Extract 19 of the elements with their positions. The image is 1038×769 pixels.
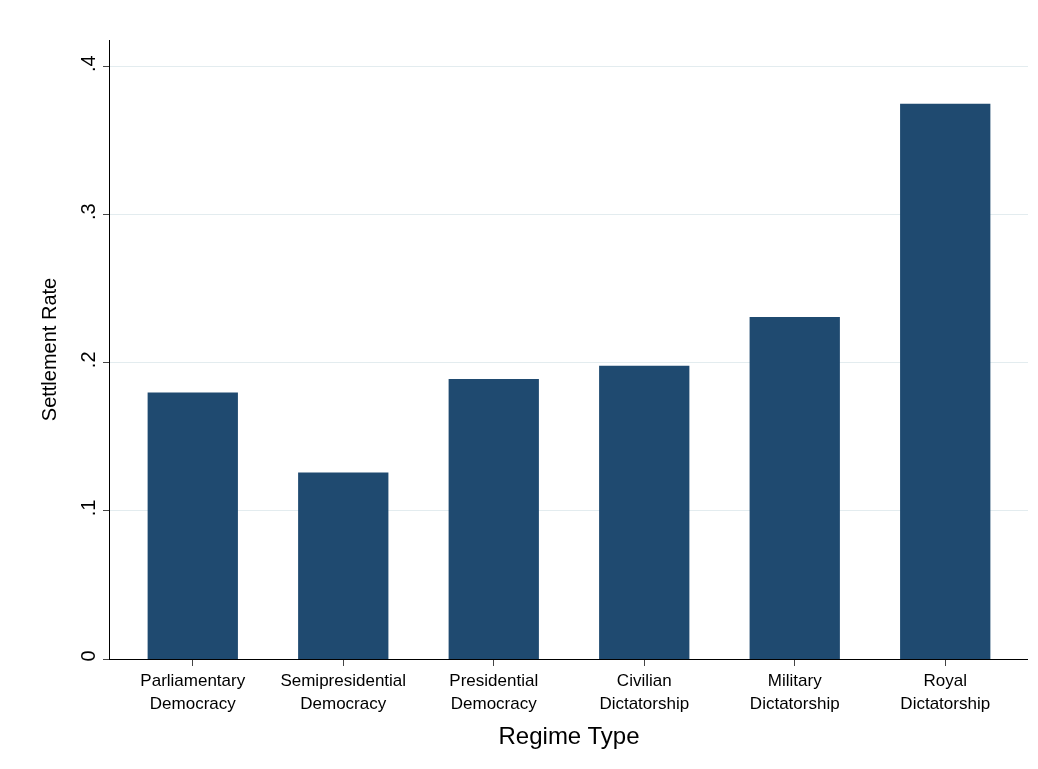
y-tick-label: 0 [77,650,99,662]
x-axis-title: Regime Type [498,721,640,749]
y-tick-label: .3 [77,203,99,221]
x-tick-label: Parliamentary Democracy [140,671,246,713]
bar [900,103,991,659]
bar [298,472,389,659]
x-tick-label: Semipresidential Democracy [280,671,407,713]
bar [448,379,539,659]
y-axis-title: Settlement Rate [37,277,60,422]
bar [749,316,840,659]
bar [147,392,238,659]
x-tick-label: Civilian Dictatorship [599,671,690,713]
bar [599,365,690,659]
y-tick-label: .1 [77,499,99,517]
x-tick-label: Military Dictatorship [749,671,840,713]
y-tick-label: .4 [77,55,99,72]
x-tick-label: Presidential Democracy [449,671,539,713]
y-tick-label: .2 [77,351,99,369]
x-tick-label: Royal Dictatorship [900,671,991,713]
